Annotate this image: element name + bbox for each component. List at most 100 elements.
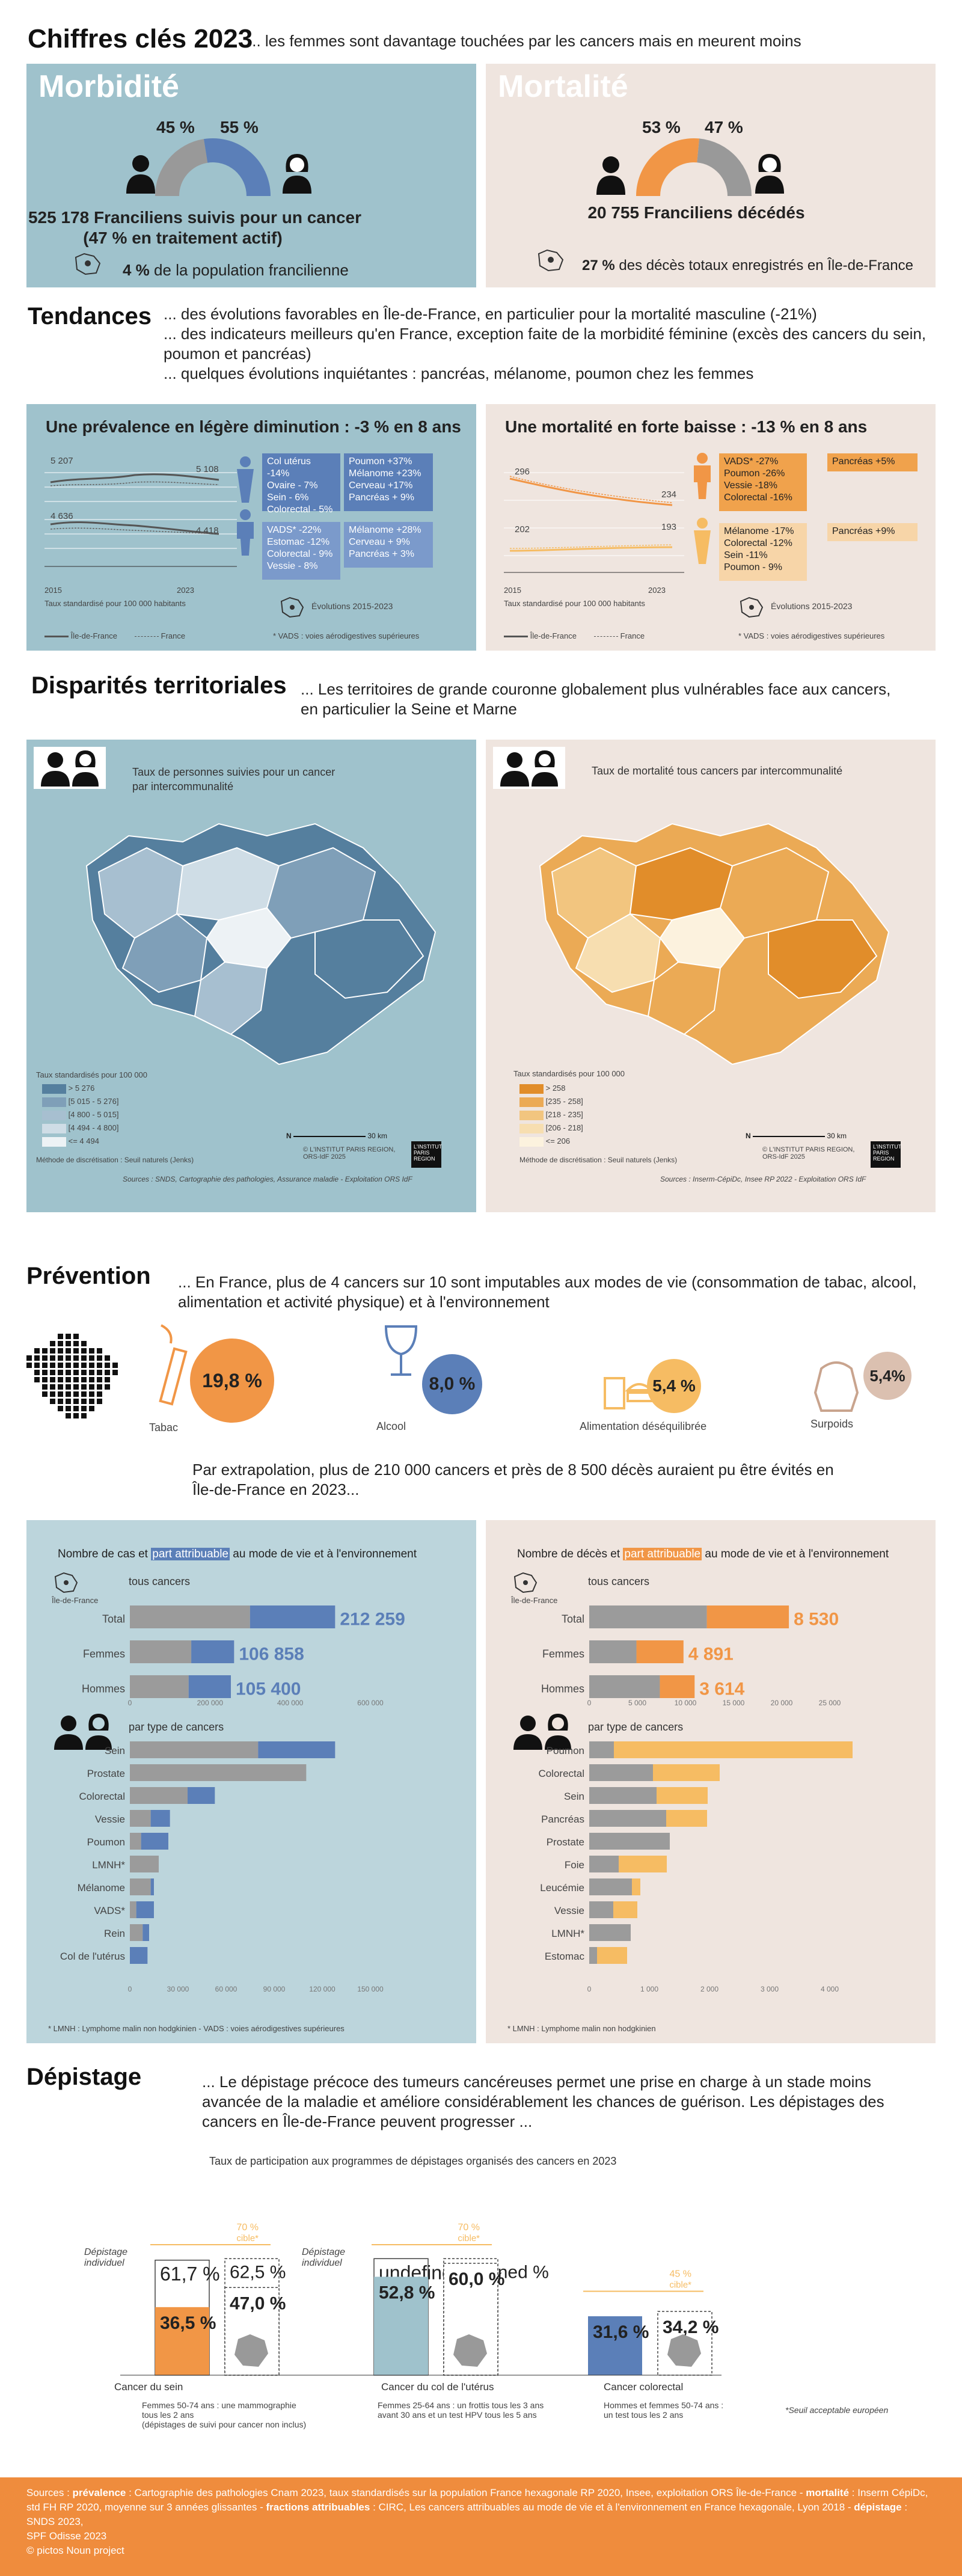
legend-label-fr: France <box>620 631 645 640</box>
tendances-line2: ... des indicateurs meilleurs qu'en Fran… <box>164 325 927 343</box>
bar-france <box>224 2287 280 2376</box>
france-dot <box>81 1370 87 1375</box>
footer-line2: std FH RP 2020, moyenne sur 3 années gli… <box>26 2501 908 2527</box>
france-dot <box>66 1399 71 1404</box>
france-dot <box>73 1334 79 1339</box>
disparites-line1: ... Les territoires de grande couronne g… <box>301 680 891 698</box>
france-dot <box>73 1355 79 1361</box>
bar-category-label: Estomac <box>545 1951 585 1962</box>
prevalence-panel: Une prévalence en légère diminution : -3… <box>26 404 476 651</box>
france-dot <box>42 1355 47 1361</box>
mort-women-a-item: Colorectal -12% <box>724 538 792 548</box>
france-dot <box>97 1370 102 1375</box>
france-dot <box>73 1348 79 1354</box>
bar-category-label: Femmes <box>83 1648 125 1660</box>
factor-alcohol-bubble: 8,0 % <box>422 1354 482 1414</box>
bar-total <box>130 1640 192 1663</box>
bar-category-label: Col de l'utérus <box>60 1951 125 1962</box>
map1-legend-title: Taux standardisés pour 100 000 <box>36 1070 148 1079</box>
bar-value-label: 61,7 % <box>160 2263 220 2285</box>
france-dot <box>89 1377 94 1382</box>
morbidite-main-line2: (47 % en traitement actif) <box>83 228 283 247</box>
depistage-chart-title: Taux de participation aux programmes de … <box>209 2155 617 2167</box>
woman-silhouette-icon <box>237 456 254 503</box>
deces-type-chart: Poumon Colorectal Sein Pancréas Prostate Foie… <box>538 1741 853 1993</box>
deces-title-highlight: part attribuable <box>623 1548 702 1560</box>
man-icon <box>126 155 155 194</box>
bar-total <box>589 1605 707 1628</box>
institut-logo: L'INSTITUT PARIS REGION <box>411 1141 442 1168</box>
map1-idf-choropleth <box>85 823 437 1066</box>
bar-value-label: 106 858 <box>239 1644 304 1664</box>
man-silhouette-icon <box>237 509 254 556</box>
cas-tous-label: tous cancers <box>129 1575 191 1587</box>
france-dot <box>66 1384 71 1390</box>
france-dot <box>105 1363 110 1368</box>
morbidite-pct-women: 55 % <box>220 118 259 136</box>
footer-line1: Sources : prévalence : Cartographie des … <box>26 2487 928 2498</box>
map2-legend-item: [206 - 218] <box>519 1123 583 1136</box>
france-dot <box>89 1355 94 1361</box>
target-sublabel: cible* <box>236 2233 259 2243</box>
map1-title-line2: par intercommunalité <box>132 780 234 793</box>
prev-women-b-item: Mélanome +23% <box>349 468 421 479</box>
bar-category-label: Prostate <box>547 1836 584 1848</box>
indiv-label: Dépistage <box>302 2247 345 2257</box>
bar-attributable <box>706 1605 789 1628</box>
north-icon: N <box>286 1132 292 1140</box>
prevalence-evol: Évolutions 2015-2023 <box>311 601 393 611</box>
france-dot <box>50 1370 55 1375</box>
france-dot <box>34 1355 40 1361</box>
prev-women-b-item: Poumon +37% <box>349 456 412 467</box>
tendances-text: ... des évolutions favorables en Île-de-… <box>164 304 926 384</box>
prev-women-a-item: Ovaire - 7% <box>267 480 318 491</box>
prev-women-a-item: Colorectal - 5% <box>267 504 333 515</box>
bar-category-label: Total <box>102 1613 125 1625</box>
prevention-extrap-line2: Île-de-France en 2023... <box>192 1480 360 1498</box>
tendances-title: Tendances <box>28 303 152 330</box>
bar-category-label: Vessie <box>95 1814 125 1825</box>
mort-legend-fr: France <box>594 631 645 640</box>
bar-total <box>130 1787 188 1804</box>
france-dot <box>34 1377 40 1382</box>
bar-attributable <box>191 1640 234 1663</box>
prev-women-b-item: Pancréas + 9% <box>349 492 414 503</box>
bar-category-label: Sein <box>105 1745 125 1756</box>
prev-men-b-item: Mélanome +28% <box>349 525 421 535</box>
bar-category-label: VADS* <box>94 1905 125 1916</box>
donut-segment-women <box>697 138 752 196</box>
deces-title: Nombre de décès et part attribuable au m… <box>517 1548 889 1561</box>
mort-legend-idf: Île-de-France <box>504 631 577 640</box>
footer-sources: Sources : prévalence : Cartographie des … <box>0 2477 962 2576</box>
map2-idf-choropleth <box>539 823 890 1066</box>
bar-attributable <box>632 1878 640 1895</box>
g2-desc-line: avant 30 ans et un test HPV tous les 5 a… <box>378 2410 537 2420</box>
france-dot <box>50 1363 55 1368</box>
map1-legend-item: [5 015 - 5 276] <box>42 1097 118 1110</box>
g1-desc-line: (dépistages de suivi pour cancer non inc… <box>142 2420 307 2429</box>
map1-panel: Taux de personnes suivies pour un cancer… <box>26 740 476 1212</box>
france-dot <box>66 1334 71 1339</box>
map2-region-south <box>647 961 721 1035</box>
map2-scale: N 30 km <box>746 1132 847 1140</box>
bar-total <box>589 1640 637 1663</box>
bar-total <box>589 1856 619 1872</box>
france-dot <box>81 1384 87 1390</box>
bar-value-label: 8 530 <box>794 1609 839 1629</box>
map1-scale: N 30 km <box>286 1132 387 1140</box>
g2-desc: Femmes 25-64 ans : un frottis tous les 3… <box>378 2400 544 2420</box>
map1-legend-item: <= 4 494 <box>42 1136 118 1150</box>
bar-total <box>589 1675 660 1698</box>
france-dot <box>89 1370 94 1375</box>
g1-desc-line: Femmes 50-74 ans : une mammographie <box>142 2400 296 2410</box>
map1-source: Sources : SNDS, Cartographie des patholo… <box>123 1175 412 1183</box>
idf-map-icon <box>280 596 304 618</box>
france-dot <box>42 1363 47 1368</box>
g2-label: Cancer du col de l'utérus <box>381 2381 494 2393</box>
map1-region-east <box>314 919 424 999</box>
wine-glass-icon <box>384 1325 418 1376</box>
idf-map-icon <box>740 596 764 618</box>
prevention-text: ... En France, plus de 4 cancers sur 10 … <box>178 1272 916 1312</box>
woman-silhouette-icon <box>694 518 711 564</box>
france-dot <box>50 1377 55 1382</box>
